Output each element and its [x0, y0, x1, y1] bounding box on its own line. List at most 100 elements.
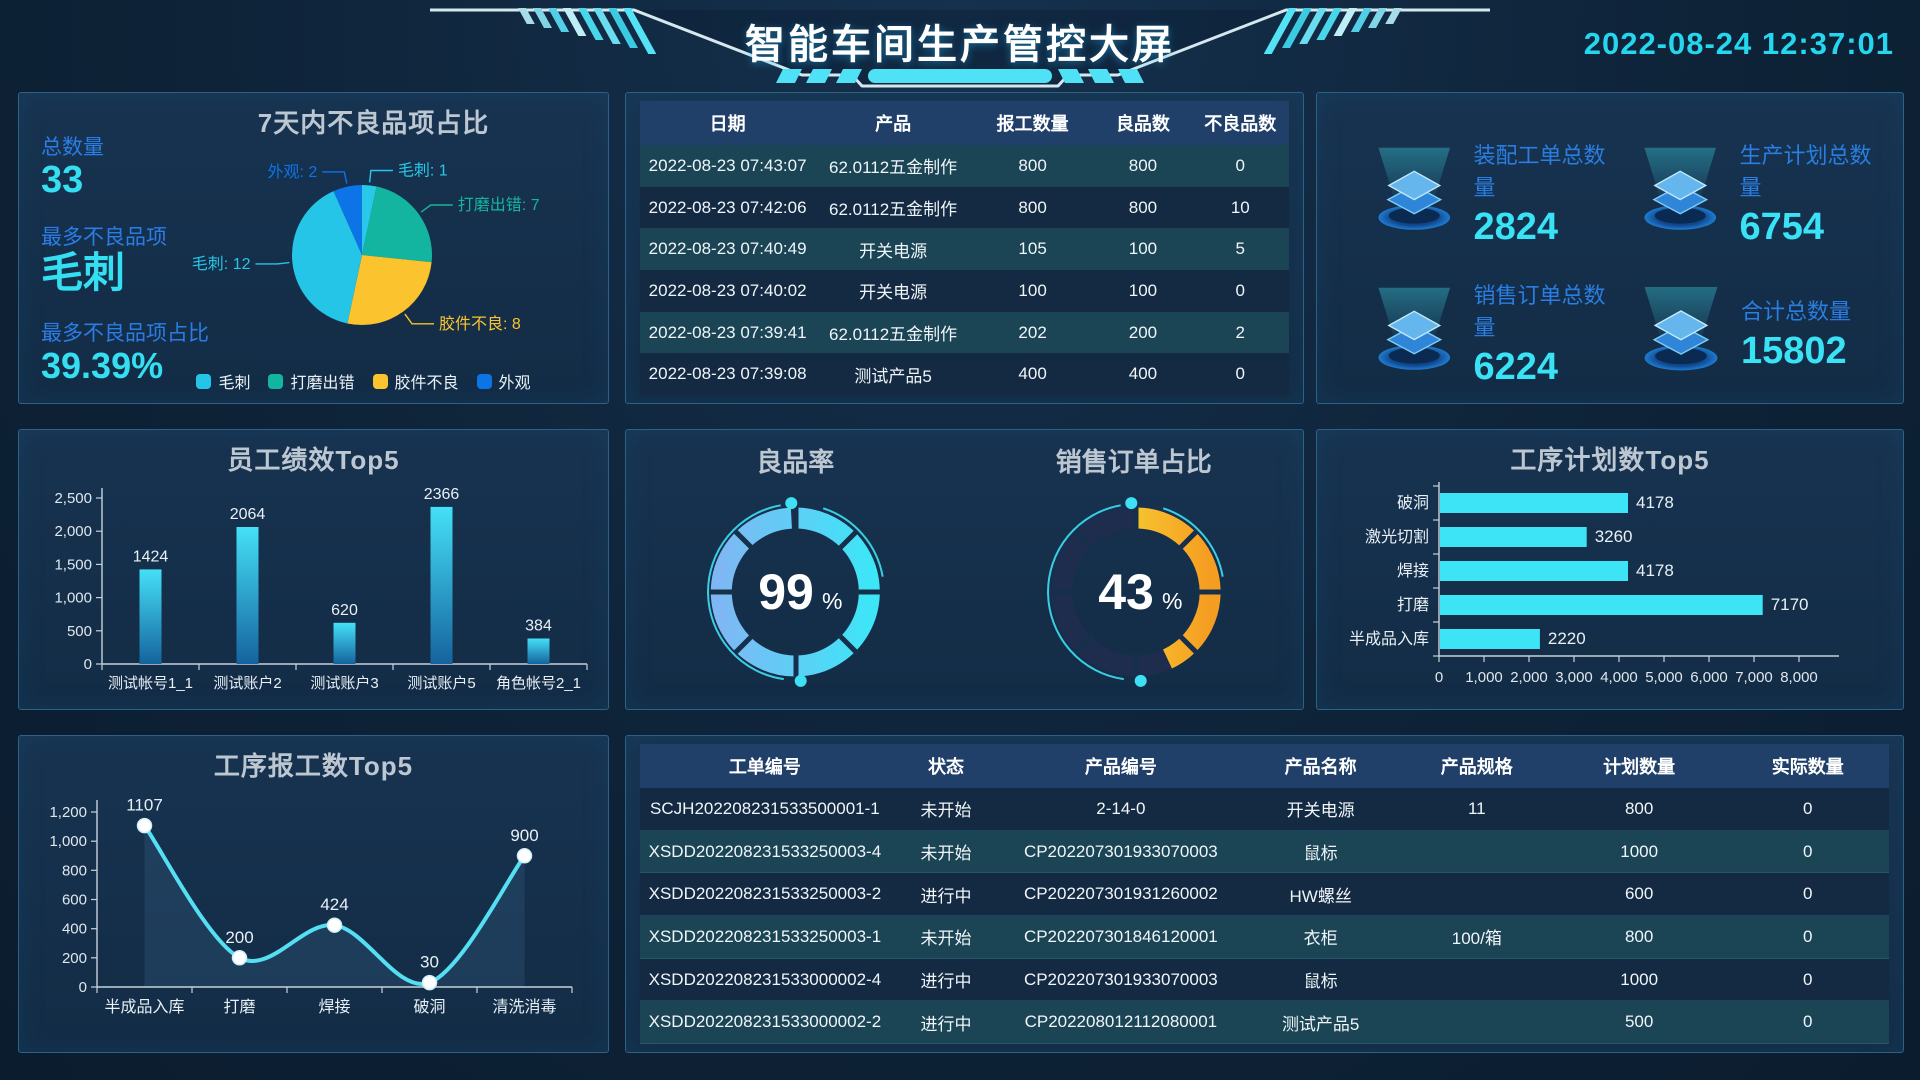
table-cell: 500 [1624, 1012, 1654, 1032]
bar-value-label: 2064 [230, 506, 266, 523]
layers-icon [1378, 287, 1451, 370]
table-row: 2022-08-23 07:39:41 62.0112五金制作 202 200 2 [640, 311, 1289, 354]
y-axis-tick: 600 [62, 892, 87, 909]
line-point-清洗消毒 [516, 848, 533, 864]
legend-label: 胶件不良 [394, 375, 459, 392]
table-cell: 800 [1128, 155, 1158, 175]
table-cell: XSDD202208231533250003-1 [648, 926, 882, 946]
sales-gauge-title: 销售订单占比 [1055, 447, 1212, 477]
table-cell: CP202207301933070003 [1023, 969, 1218, 989]
legend-label: 打磨出错 [290, 375, 355, 392]
work-order-table: 工单编号 状态 产品编号 产品名称 产品规格 计划数量 实际数量 SCJH2022082315… [640, 744, 1889, 1045]
x-axis-category: 破洞 [413, 998, 445, 1016]
y-axis-tick: 500 [67, 623, 92, 640]
table-cell: CP202208012112080001 [1024, 1012, 1218, 1032]
hbar-破洞 [1440, 493, 1628, 513]
table-row: XSDD202208231533250003-2 进行中 CP20220730193… [640, 873, 1889, 917]
point-value-label: 424 [320, 895, 348, 914]
table-cell: 进行中 [920, 886, 972, 906]
pie-slice-外观 [333, 185, 362, 255]
table-cell: 未开始 [920, 844, 972, 863]
x-axis-category: 半成品入库 [104, 998, 184, 1016]
legend-item-毛刺[interactable]: 毛刺 [196, 369, 250, 393]
column-header: 产品编号 [1084, 757, 1157, 777]
table-cell: XSDD202208231533250003-2 [648, 884, 882, 904]
y-axis-category: 半成品入库 [1349, 630, 1429, 648]
x-axis-category: 打磨 [223, 998, 255, 1016]
total-count-block: 总数量 33 [41, 131, 231, 201]
legend-item-外观[interactable]: 外观 [476, 369, 531, 393]
table-cell: 100 [1128, 280, 1158, 300]
bar-value-label: 620 [331, 602, 358, 619]
legend-item-打磨出错[interactable]: 打磨出错 [268, 369, 355, 393]
table-cell: 0 [1803, 798, 1813, 818]
work-report-table: 日期 产品 报工数量 良品数 不良品数 2022-08-23 07:43:07 62.011… [640, 101, 1289, 396]
table-cell: 0 [1235, 364, 1246, 384]
y-axis-tick: 1,000 [54, 590, 92, 607]
table-cell: 200 [1128, 322, 1158, 342]
hbar-焊接 [1440, 561, 1628, 581]
stat-label: 总数量 [41, 136, 104, 159]
table-cell: 0 [1803, 884, 1813, 904]
table-row: 2022-08-23 07:42:06 62.0112五金制作 800 800 10 [640, 186, 1289, 229]
table-cell: 0 [1803, 969, 1813, 989]
table-cell: 测试产品5 [854, 366, 932, 386]
stat-card-label: 销售订单总数量 [1473, 282, 1606, 340]
x-axis-tick: 1,000 [1465, 669, 1503, 686]
y-axis-tick: 0 [79, 979, 87, 996]
table-cell: 0 [1235, 155, 1246, 175]
pie-label: 毛刺: 12 [192, 255, 251, 273]
stat-card-text: 合计总数量 15802 [1741, 294, 1851, 373]
hbar-value-label: 2220 [1548, 629, 1586, 648]
layers-icon [1644, 287, 1718, 371]
y-axis-tick: 400 [62, 921, 87, 938]
x-axis-category: 焊接 [318, 998, 350, 1016]
gauge-unit: % [822, 588, 842, 614]
column-header: 产品名称 [1284, 757, 1357, 777]
pie-slice-毛刺 [291, 191, 362, 324]
table-cell: 0 [1235, 280, 1246, 300]
process-plan-hbar-chart: 0 1,000 2,000 3,000 4,000 5,000 6,000 7,000 8,00… [1349, 482, 1839, 686]
process-report-line-chart: 0 200 400 600 800 1,000 1,200 1107 半成品入库 200 打磨 424… [49, 796, 573, 1016]
yield-gauge-chart: 99% [707, 497, 884, 687]
stat-card-label: 生产计划总数量 [1739, 142, 1872, 200]
bar-角色帐号2_1 [527, 638, 550, 664]
table-cell: 2022-08-23 07:39:41 [648, 322, 807, 342]
table-cell: XSDD202208231533000002-2 [648, 1012, 882, 1032]
stat-card: 销售订单总数量 6224 [1369, 277, 1625, 389]
point-value-label: 30 [420, 953, 439, 972]
bar-测试账户2 [236, 527, 259, 664]
layers-icon [1644, 147, 1717, 230]
pie-slice-胶件不良 [347, 255, 432, 326]
table-cell: 鼠标 [1303, 972, 1338, 992]
gauge-unit: % [1162, 588, 1182, 614]
x-axis-category: 测试账户3 [310, 675, 378, 692]
x-axis-category: 测试账户5 [407, 675, 475, 692]
x-axis-tick: 3,000 [1555, 669, 1593, 686]
pie-slice-打磨出错 [362, 186, 432, 263]
pie-label-line [404, 313, 434, 325]
pie-slice-毛刺 [362, 184, 377, 255]
layers-icon [1378, 147, 1451, 230]
table-cell: 10 [1230, 197, 1250, 217]
legend-label: 外观 [498, 375, 531, 392]
table-cell: 进行中 [920, 972, 972, 992]
column-header: 实际数量 [1771, 757, 1844, 777]
table-cell: CP202207301933070003 [1023, 841, 1218, 861]
table-cell: 62.0112五金制作 [828, 158, 958, 178]
bar-测试账户3 [333, 622, 356, 664]
table-cell: 0 [1803, 926, 1813, 946]
gauges-panel: 良品率 销售订单占比 99% 43% [625, 429, 1304, 710]
table-row: 2022-08-23 07:43:07 62.0112五金制作 800 800 0 [640, 145, 1289, 187]
table-row: XSDD202208231533000002-2 进行中 CP20220801211… [640, 1001, 1889, 1045]
yield-gauge-title: 良品率 [756, 447, 835, 477]
employee-bar-chart: 0 500 1,000 1,500 2,000 2,500 1424 测试帐号1_1 2064 测… [54, 486, 588, 692]
table-cell: 开关电源 [1286, 801, 1355, 821]
legend-item-胶件不良[interactable]: 胶件不良 [372, 369, 459, 393]
table-cell: 105 [1018, 239, 1047, 259]
stat-card-value: 2824 [1473, 205, 1559, 248]
table-cell: 开关电源 [859, 241, 928, 261]
bar-value-label: 1424 [133, 548, 169, 565]
table-cell: 62.0112五金制作 [828, 325, 958, 345]
stat-card: 生产计划总数量 6754 [1635, 137, 1891, 249]
